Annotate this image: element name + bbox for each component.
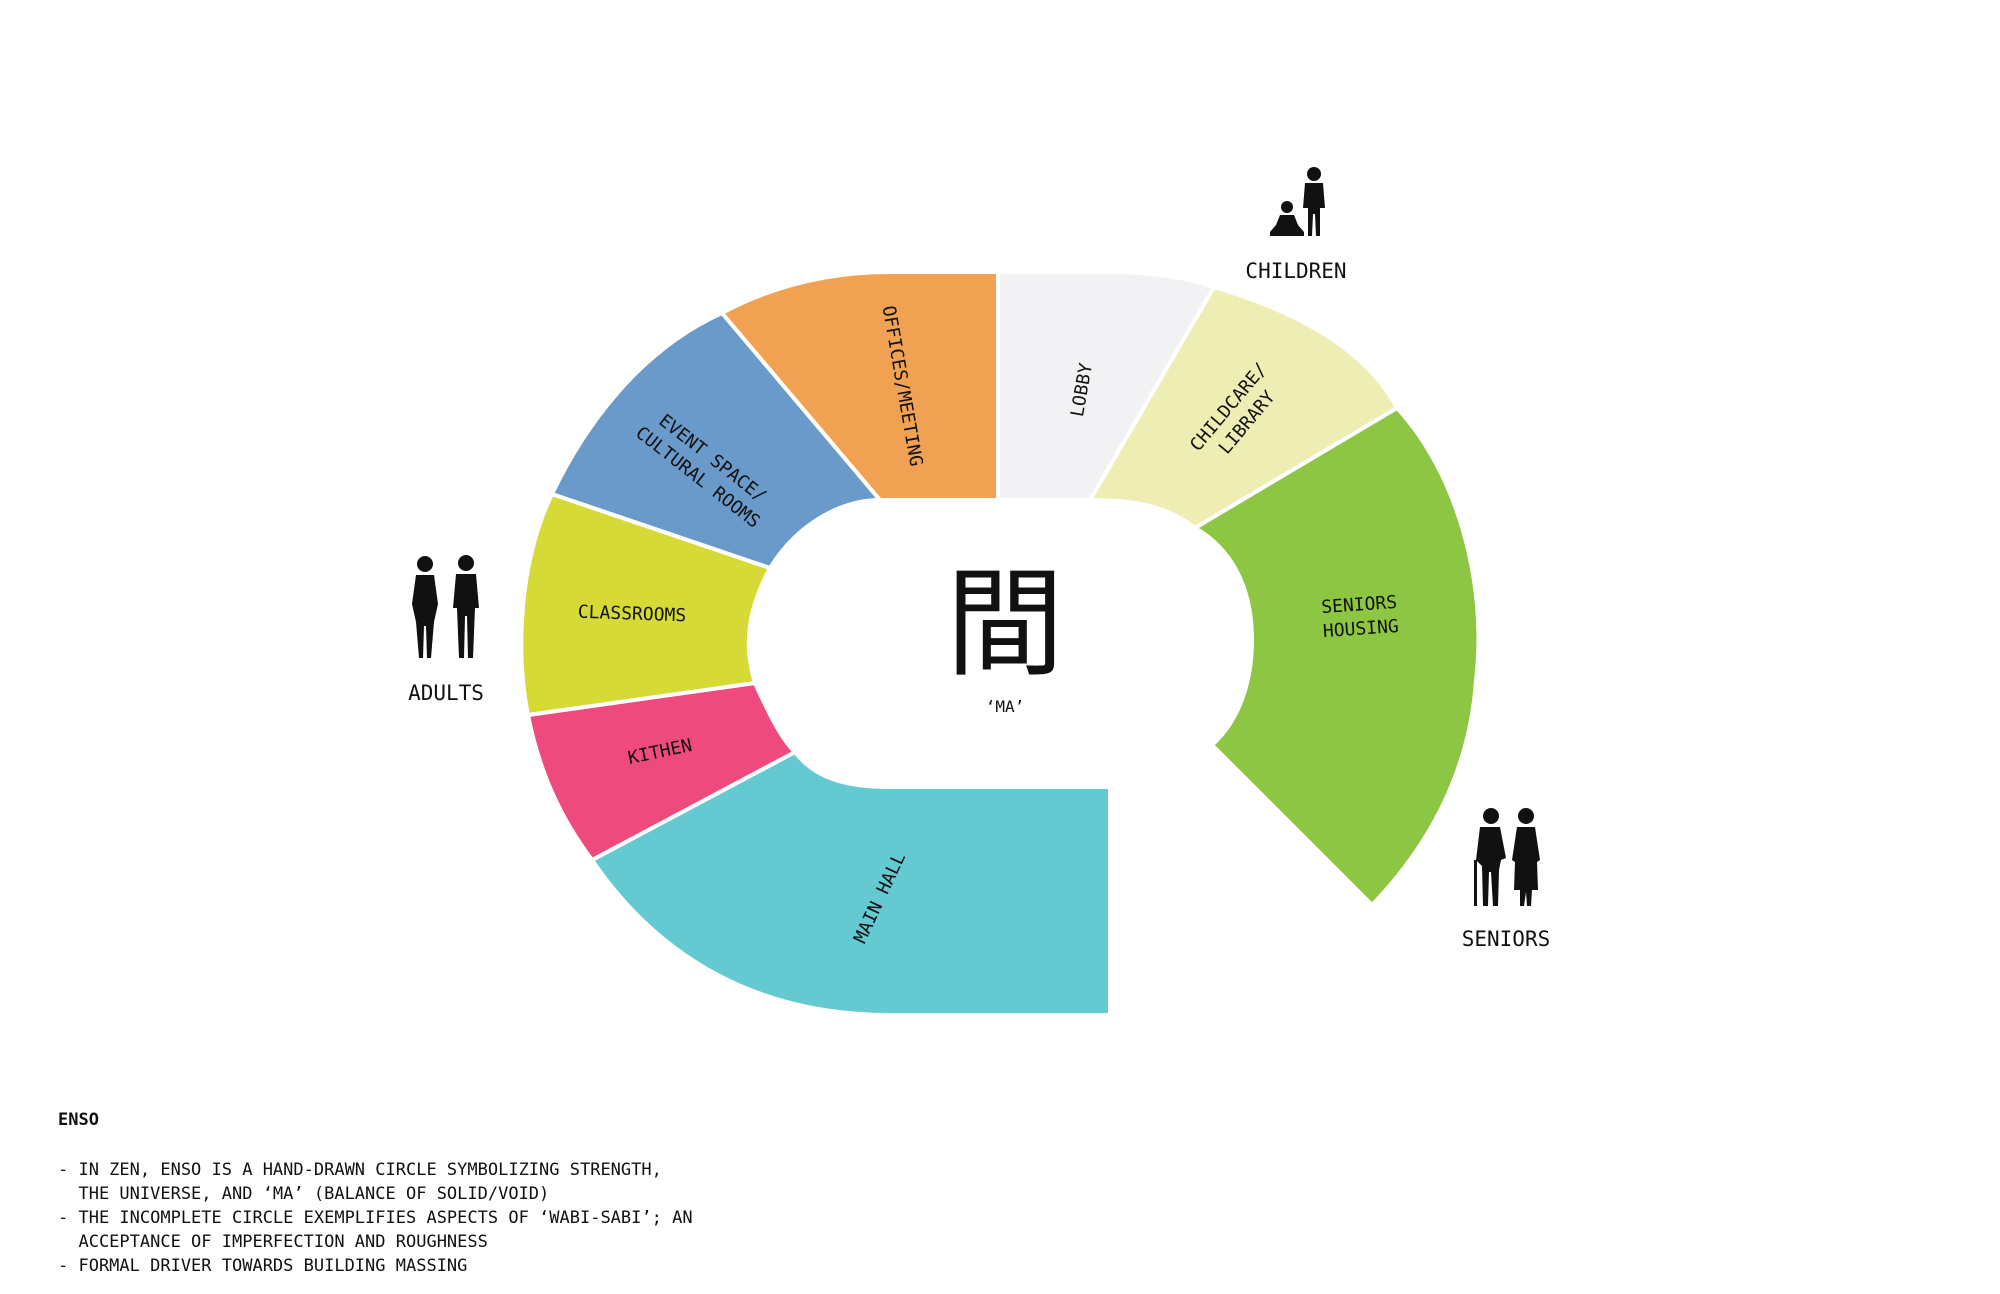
children-figure-icon [1270, 167, 1325, 236]
label-seniors-housing: SENIORS HOUSING [1321, 592, 1400, 642]
notes-title: ENSO [58, 1110, 99, 1130]
label-classrooms: CLASSROOMS [577, 602, 686, 627]
svg-text:CLASSROOMS: CLASSROOMS [577, 602, 686, 627]
segment-kitchen [525, 680, 799, 863]
segment-childcare [1086, 284, 1400, 531]
group-label-adults: ADULTS [408, 681, 484, 705]
group-label-children: CHILDREN [1245, 259, 1346, 283]
notes-line: - IN ZEN, ENSO IS A HAND-DRAWN CIRCLE SY… [58, 1160, 662, 1180]
center-character: 間 [946, 555, 1064, 693]
center-caption: ‘MA’ [986, 697, 1025, 716]
notes-line: THE UNIVERSE, AND ‘MA’ (BALANCE OF SOLID… [58, 1184, 550, 1204]
segment-seniors-housing [1191, 405, 1481, 908]
segment-offices [718, 270, 1000, 502]
notes-line: ACCEPTANCE OF IMPERFECTION AND ROUGHNESS [58, 1232, 488, 1252]
segment-classrooms [519, 491, 773, 718]
notes-line: - THE INCOMPLETE CIRCLE EXEMPLIFIES ASPE… [58, 1208, 693, 1228]
adults-figure-icon [412, 555, 479, 658]
segment-event-space [549, 310, 885, 571]
notes-block: ENSO - IN ZEN, ENSO IS A HAND-DRAWN CIRC… [58, 1108, 693, 1278]
notes-line: - FORMAL DRIVER TOWARDS BUILDING MASSING [58, 1256, 468, 1276]
segment-main-hall [589, 749, 1112, 1017]
group-label-seniors: SENIORS [1462, 927, 1551, 951]
seniors-figure-icon [1474, 808, 1540, 906]
